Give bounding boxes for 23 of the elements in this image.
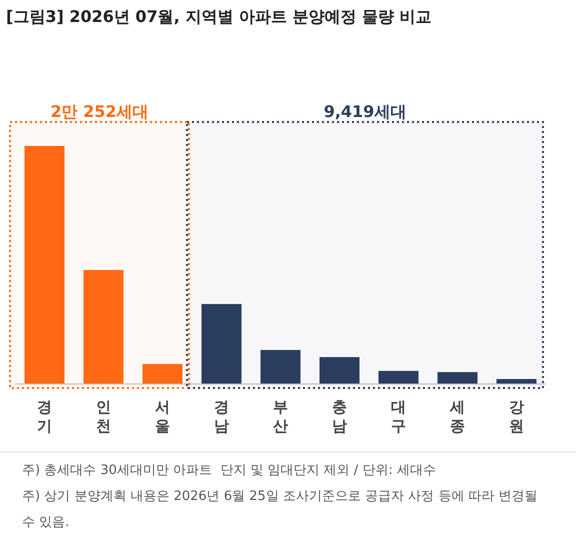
bar (142, 364, 182, 384)
bar (24, 146, 64, 384)
x-tick-label: 충남 (331, 398, 348, 436)
x-tick-label: 서울 (154, 398, 171, 436)
bar (84, 270, 124, 384)
bar (202, 304, 242, 384)
band-label: 2만 252세대 (50, 102, 149, 121)
chart-title: [그림3] 2026년 07월, 지역별 아파트 분양예정 물량 비교 (6, 7, 432, 26)
x-tick-label: 부산 (272, 398, 289, 436)
band-label: 9,419세대 (324, 102, 406, 121)
x-tick-label: 세종 (448, 398, 466, 436)
bar (260, 350, 300, 384)
x-tick-label: 대구 (390, 398, 407, 436)
text: 주) 총세대수 30세대미만 아파트 단지 및 임대단지 제외 / 단위: 세대수 (22, 462, 437, 480)
bar (320, 357, 360, 384)
x-tick-label: 경기 (36, 398, 53, 436)
bar (438, 372, 478, 384)
x-tick-label: 강원 (508, 398, 525, 436)
text: 주) 상기 분양계획 내용은 2026년 6월 25일 조사기준으로 공급자 사정 등에 따라 변경될 수 있음. (22, 488, 539, 532)
bar (378, 370, 418, 384)
x-tick-label: 경남 (213, 398, 230, 436)
bar (496, 379, 536, 384)
x-tick-label: 인천 (95, 398, 112, 436)
